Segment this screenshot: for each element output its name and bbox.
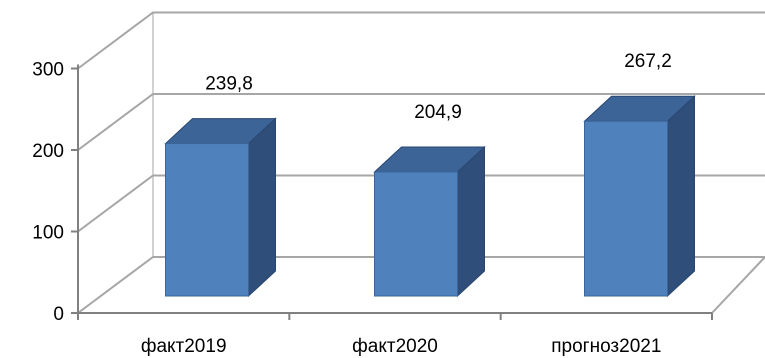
- y-tick-label-100: 100: [32, 223, 64, 244]
- category-label-0: факт2019: [141, 336, 227, 357]
- gridlines: [77, 11, 765, 314]
- data-label-2: 267,2: [624, 51, 672, 72]
- category-label-1: факт2020: [352, 336, 438, 357]
- labels: 239,8 факт2019 204,9 факт2020 267,2 прогноз20…: [141, 51, 672, 357]
- axes: 0 100 200 300: [32, 60, 713, 325]
- data-label-1: 204,9: [414, 102, 462, 123]
- y-tick-label-200: 200: [32, 141, 64, 162]
- floor-right-edge: [711, 256, 765, 314]
- data-label-0: 239,8: [205, 74, 253, 95]
- bar-side-1: [457, 145, 485, 298]
- y-tick-label-0: 0: [53, 304, 64, 325]
- bars: [164, 95, 696, 298]
- bar-side-0: [248, 117, 276, 298]
- category-label-2: прогноз2021: [551, 336, 661, 357]
- bar-0: [165, 143, 249, 297]
- bar-1: [374, 171, 458, 297]
- bar-2: [584, 120, 668, 297]
- bar-side-2: [667, 95, 695, 298]
- y-tick-label-300: 300: [32, 60, 64, 81]
